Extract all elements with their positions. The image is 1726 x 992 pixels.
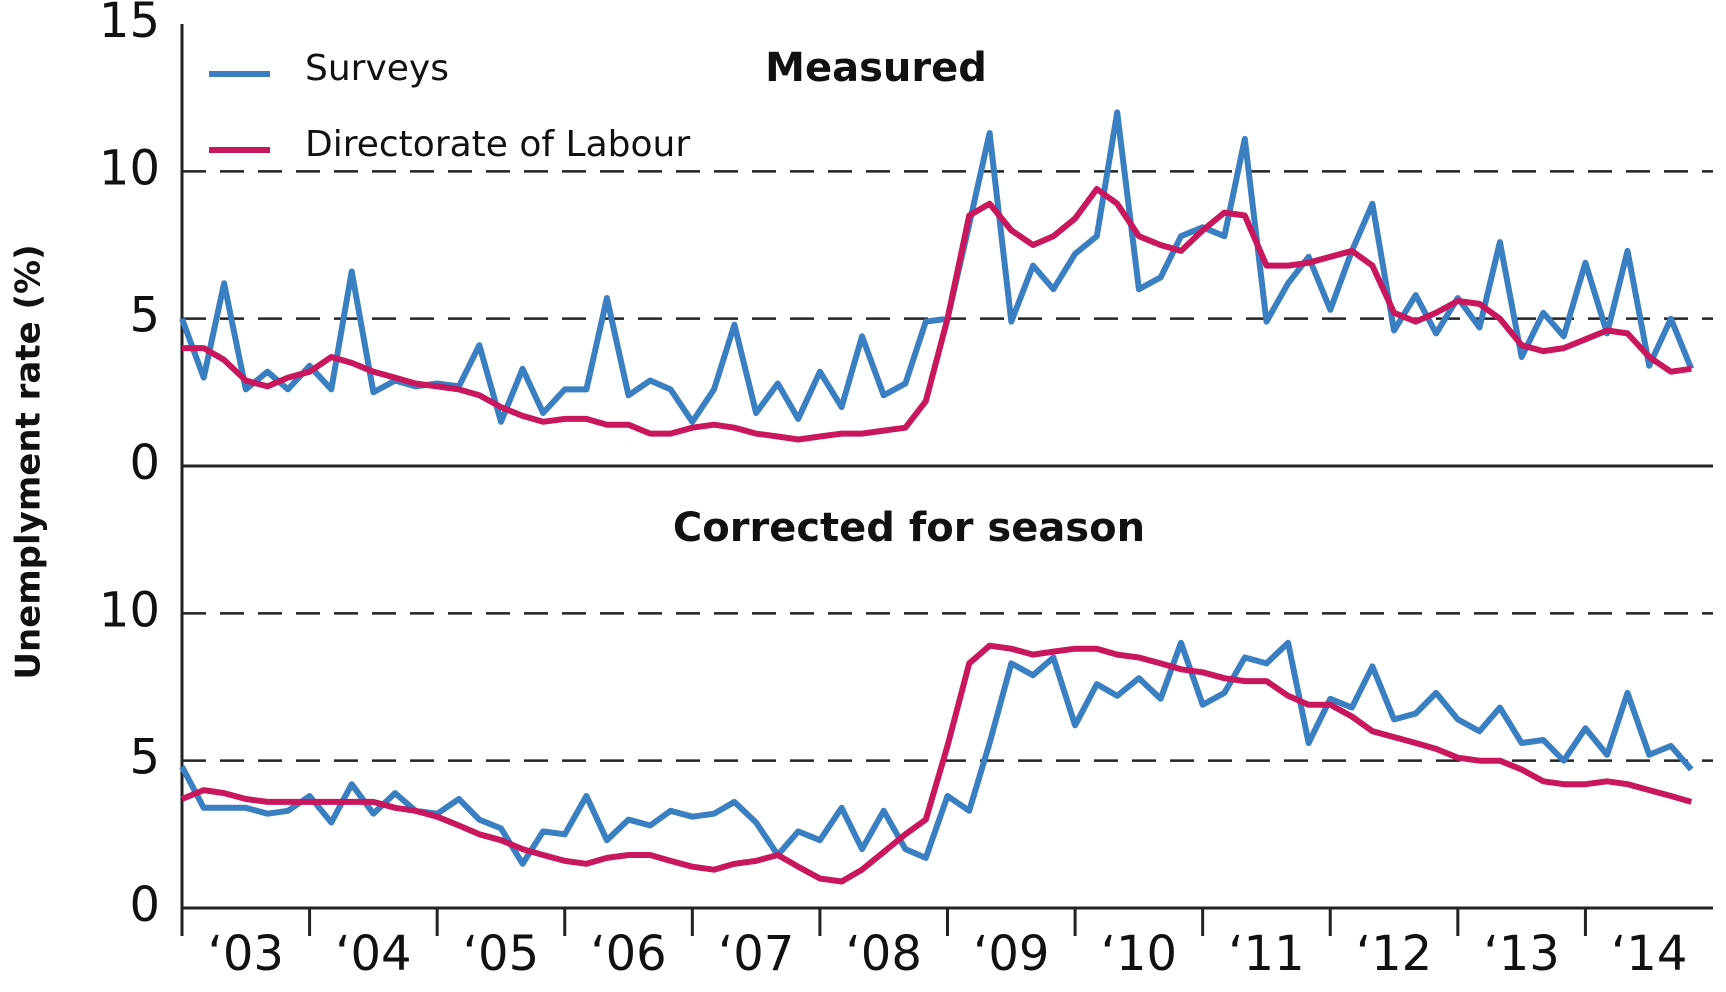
x-tick-label: ‘14 — [1611, 926, 1687, 982]
x-tick-label: ‘12 — [1356, 926, 1432, 982]
x-tick-label: ‘07 — [718, 926, 794, 982]
x-tick-label: ‘05 — [463, 926, 539, 982]
y-tick-label: 10 — [99, 140, 160, 196]
y-tick-label: 10 — [99, 582, 160, 638]
x-tick-label: ‘08 — [846, 926, 922, 982]
y-axis-label: Unemplyment rate (%) — [9, 244, 49, 679]
series-line — [180, 642, 1693, 885]
x-tick-label: ‘06 — [590, 926, 666, 982]
x-tick-label: ‘11 — [1228, 926, 1304, 982]
x-tick-label: ‘03 — [208, 926, 284, 982]
legend-label: Surveys — [305, 48, 449, 89]
legend-label: Directorate of Labour — [305, 124, 690, 165]
y-tick-label: 0 — [129, 877, 160, 933]
x-tick-label: ‘13 — [1483, 926, 1559, 982]
panel-title: Corrected for season — [673, 505, 1145, 551]
x-tick-label: ‘10 — [1101, 926, 1177, 982]
panel-title: Measured — [765, 45, 987, 91]
y-tick-label: 0 — [129, 435, 160, 491]
y-tick-label: 15 — [99, 0, 160, 49]
y-tick-label: 5 — [129, 288, 160, 344]
series-line — [179, 639, 1694, 867]
x-tick-label: ‘09 — [973, 926, 1049, 982]
x-tick-label: ‘04 — [335, 926, 411, 982]
y-tick-label: 5 — [129, 730, 160, 786]
series-line — [182, 186, 1692, 443]
